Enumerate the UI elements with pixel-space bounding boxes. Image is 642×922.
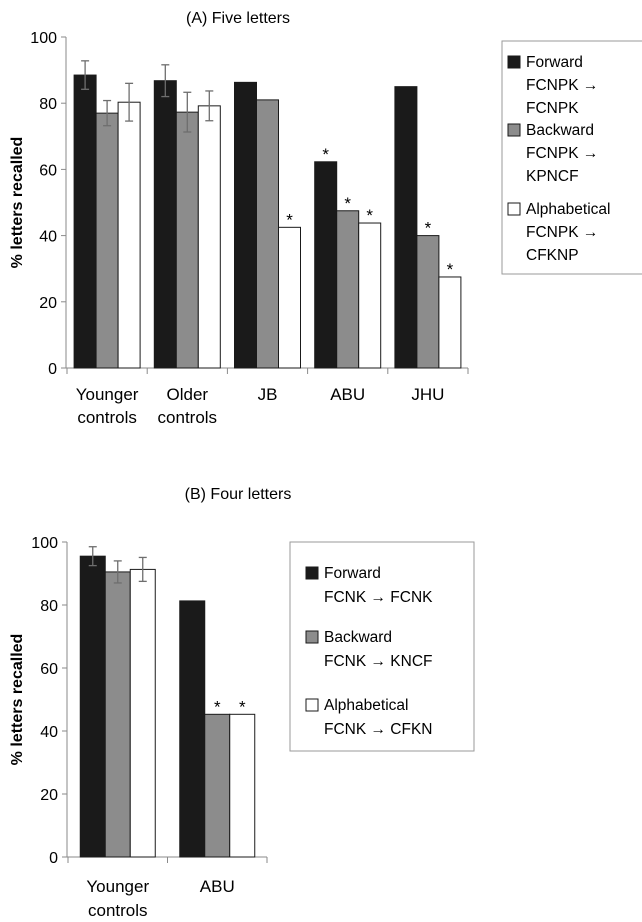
legend-example: FCNK → FCNK: [324, 589, 433, 606]
y-tick-label: 100: [30, 30, 57, 47]
y-tick-label: 20: [39, 295, 57, 312]
significance-marker: *: [344, 194, 351, 213]
bar-forward: [179, 600, 206, 858]
legend-label: Backward: [526, 122, 594, 139]
legend-example: CFKNP: [526, 247, 579, 264]
y-tick-label: 80: [39, 96, 57, 113]
legend-swatch-forward: [305, 566, 319, 580]
bar-alphabetical: [278, 226, 301, 369]
bar-forward: [73, 74, 97, 369]
x-tick-label: controls: [88, 901, 148, 920]
legend-label: Alphabetical: [526, 201, 610, 218]
y-tick-label: 40: [40, 724, 58, 741]
y-tick-label: 0: [48, 361, 57, 378]
y-axis-label: % letters recalled: [9, 634, 26, 766]
bar-backward: [95, 112, 119, 369]
x-tick-label: controls: [77, 408, 137, 427]
significance-marker: *: [425, 219, 432, 238]
significance-marker: *: [286, 210, 293, 229]
legend-swatch-alphabetical: [305, 698, 319, 712]
significance-marker: *: [322, 145, 329, 164]
legend-label: Forward: [526, 54, 583, 71]
y-tick-label: 60: [40, 661, 58, 678]
bar-forward: [234, 81, 257, 369]
y-tick-label: 100: [31, 535, 58, 552]
x-tick-label: ABU: [200, 877, 235, 896]
x-tick-label: JHU: [411, 385, 444, 404]
bar-alphabetical: [117, 101, 141, 369]
bar-forward: [394, 86, 418, 369]
legend-example: FCNPK →: [526, 145, 598, 162]
x-tick-label: ABU: [330, 385, 365, 404]
bar-alphabetical: [197, 105, 221, 369]
x-tick-label: JB: [258, 385, 278, 404]
x-tick-label: Younger: [76, 385, 139, 404]
chart-panel-a: (A) Five letters % letters recalled 0 20 40 6…: [9, 10, 642, 427]
bar-backward: [416, 235, 440, 369]
legend-swatch-forward: [507, 55, 521, 69]
y-axis-label: % letters recalled: [9, 137, 26, 269]
significance-marker: *: [239, 697, 246, 716]
y-tick-label: 60: [39, 162, 57, 179]
y-tick-label: 40: [39, 229, 57, 246]
y-tick-label: 20: [40, 787, 58, 804]
bar-alphabetical: [358, 222, 382, 369]
chart-panel-b: (B) Four letters % letters recalled 0 20 40 6…: [9, 486, 475, 920]
bar-backward: [336, 210, 360, 369]
bar-backward: [175, 111, 199, 369]
legend-example: FCNK → CFKN: [324, 721, 433, 738]
legend-example: FCNPK: [526, 100, 579, 117]
x-tick-label: Older: [167, 385, 209, 404]
bar-alphabetical: [438, 276, 462, 369]
legend-example: FCNPK →: [526, 77, 598, 94]
legend-swatch-backward: [305, 630, 319, 644]
bar-forward: [314, 161, 338, 369]
legend-box: [289, 541, 475, 752]
bar-forward: [79, 555, 106, 858]
significance-marker: *: [214, 697, 221, 716]
legend: Forward FCNK → FCNK Backward FCNK → KNCF Alp…: [289, 541, 475, 752]
y-tick-label: 0: [49, 850, 58, 867]
legend: Forward FCNPK → FCNPK Backward FCNPK → KPNCF A…: [501, 40, 642, 275]
legend-example: KPNCF: [526, 168, 579, 185]
legend-example: FCNPK →: [526, 224, 598, 241]
significance-marker: *: [447, 260, 454, 279]
bar-backward: [104, 571, 131, 858]
legend-swatch-backward: [507, 123, 521, 137]
bar-alphabetical: [229, 713, 256, 858]
legend-label: Alphabetical: [324, 697, 408, 714]
legend-label: Forward: [324, 565, 381, 582]
legend-swatch-alphabetical: [507, 202, 521, 216]
bar-backward: [204, 713, 231, 858]
bar-forward: [153, 80, 177, 369]
significance-marker: *: [366, 206, 373, 225]
x-tick-label: Younger: [86, 877, 149, 896]
bar-backward: [256, 99, 279, 369]
x-tick-label: controls: [158, 408, 218, 427]
y-tick-label: 80: [40, 598, 58, 615]
chart-title: (B) Four letters: [185, 486, 292, 503]
legend-example: FCNK → KNCF: [324, 653, 433, 670]
chart-title: (A) Five letters: [186, 10, 290, 27]
legend-label: Backward: [324, 629, 392, 646]
legend-box: [501, 40, 642, 275]
bar-alphabetical: [129, 568, 156, 858]
